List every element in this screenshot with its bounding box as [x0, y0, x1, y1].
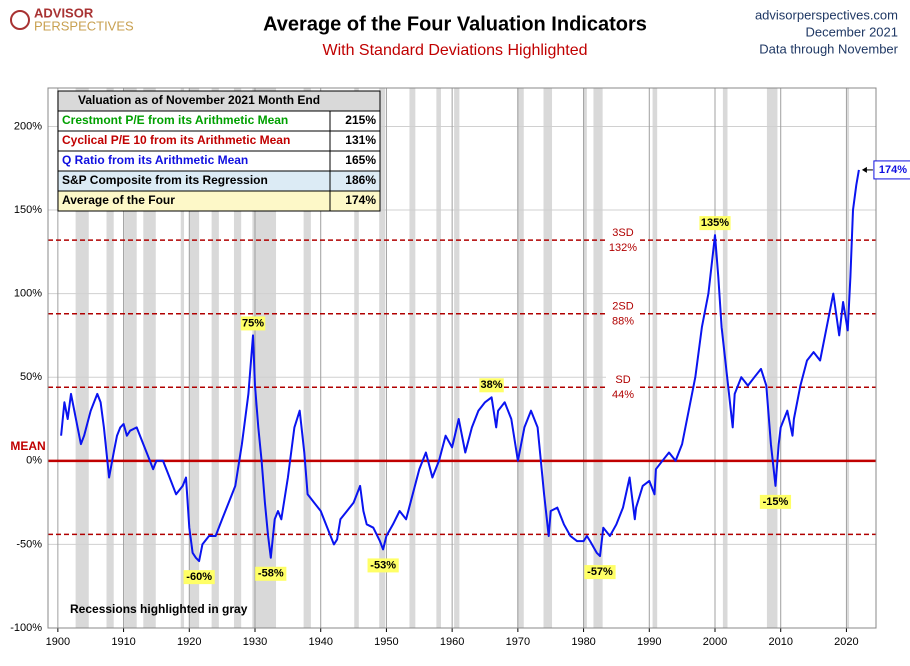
x-tick-label: 1950 [374, 636, 398, 648]
table-row-value: 131% [345, 133, 376, 147]
table-row-value: 174% [345, 193, 376, 207]
sd-value-label: 132% [609, 242, 637, 254]
annotation-label: -53% [370, 559, 396, 571]
table-row-label: Average of the Four [62, 193, 175, 207]
recession-band [252, 88, 277, 628]
annotation-bg [699, 216, 731, 231]
y-tick-label: 150% [14, 204, 42, 216]
recession-band [436, 88, 441, 628]
annotation-label: -15% [763, 496, 789, 508]
recession-band [233, 88, 242, 628]
table-row-label: Q Ratio from its Arithmetic Mean [62, 153, 248, 167]
recession-band [379, 88, 386, 628]
sd-label: 2SD [612, 301, 633, 313]
x-tick-label: 1910 [111, 636, 135, 648]
sd-value-label: 88% [612, 316, 634, 328]
recession-band [211, 88, 219, 628]
recession-band [583, 88, 587, 628]
table-row-value: 186% [345, 173, 376, 187]
table-title: Valuation as of November 2021 Month End [78, 93, 320, 107]
logo-text: ADVISOR [34, 5, 94, 20]
sd-value-label: 44% [612, 389, 634, 401]
logo: ADVISOR PERSPECTIVES [10, 5, 134, 33]
recession-band [106, 88, 114, 628]
table-row-label: Cyclical P/E 10 from its Arithmetic Mean [62, 133, 290, 147]
recession-band [517, 88, 524, 628]
annotation-label: -57% [587, 566, 613, 578]
annotation-bg [367, 558, 399, 573]
sd-label: SD [615, 374, 630, 386]
table-row-label: Crestmont P/E from its Arithmetic Mean [62, 113, 288, 127]
sd-label: 3SD [612, 227, 633, 239]
recession-band [847, 88, 850, 628]
y-tick-label: 200% [14, 120, 42, 132]
annotation-bg [240, 316, 266, 331]
source: advisorperspectives.com [755, 7, 898, 22]
x-tick-label: 2020 [834, 636, 858, 648]
annotation-bg [255, 566, 287, 581]
callout-arrowhead [861, 166, 867, 173]
callout-box [873, 160, 910, 180]
annotation-label: 135% [701, 217, 729, 229]
annotation-bg [584, 565, 616, 580]
sd-label-bg [606, 300, 640, 327]
x-tick-label: 1940 [308, 636, 332, 648]
sd-label-bg [606, 227, 640, 254]
source: December 2021 [806, 24, 899, 39]
mean-label: MEAN [10, 439, 45, 453]
x-tick-label: 1930 [243, 636, 267, 648]
x-tick-label: 2000 [703, 636, 727, 648]
data-line [60, 169, 860, 563]
annotation-bg [759, 494, 792, 509]
x-tick-label: 1980 [571, 636, 595, 648]
callout-label: 174% [879, 164, 907, 176]
annotation-bg [183, 570, 215, 585]
annotation-label: -58% [258, 568, 284, 580]
y-tick-label: 50% [20, 371, 42, 383]
x-tick-label: 2010 [768, 636, 792, 648]
recession-band [75, 88, 89, 628]
logo-icon [10, 10, 30, 30]
x-tick-label: 1900 [46, 636, 70, 648]
x-tick-label: 1990 [637, 636, 661, 648]
recession-band [180, 88, 185, 628]
recession-band [652, 88, 658, 628]
plot-border [47, 87, 877, 629]
chart-subtitle: With Standard Deviations Highlighted [322, 42, 587, 59]
note: Recessions highlighted in gray [70, 602, 248, 616]
logo-text: PERSPECTIVES [34, 18, 134, 33]
table-row-value: 215% [345, 113, 376, 127]
table-row-label: S&P Composite from its Regression [62, 173, 268, 187]
recession-band [303, 88, 311, 628]
recession-band [454, 88, 460, 628]
recession-band [409, 88, 416, 628]
annotation-label: 75% [242, 317, 264, 329]
recession-band [766, 88, 778, 628]
recession-band [593, 88, 603, 628]
recession-band [354, 88, 359, 628]
x-tick-label: 1970 [506, 636, 530, 648]
x-tick-label: 1960 [440, 636, 464, 648]
recession-band [124, 88, 137, 628]
recession-band [143, 88, 156, 628]
annotation-label: -60% [186, 571, 212, 583]
source: Data through November [759, 41, 898, 56]
table-row-value: 165% [345, 153, 376, 167]
sd-label-bg [606, 374, 640, 401]
recession-band [189, 88, 200, 628]
annotation-bg [479, 378, 504, 393]
x-tick-label: 1920 [177, 636, 201, 648]
y-tick-label: -100% [10, 622, 42, 634]
y-tick-label: 0% [26, 455, 42, 467]
table-cell [329, 190, 381, 212]
y-tick-label: -50% [16, 538, 42, 550]
annotation-label: 38% [481, 379, 503, 391]
y-tick-label: 100% [14, 288, 42, 300]
chart-title: Average of the Four Valuation Indicators [263, 13, 647, 35]
recession-band [543, 88, 553, 628]
